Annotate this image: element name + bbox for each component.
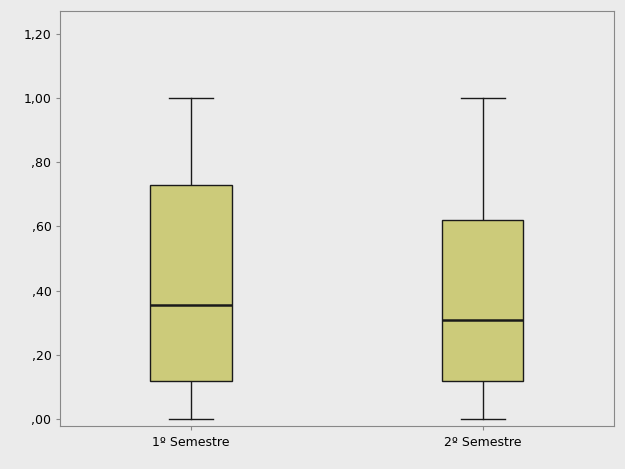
Bar <box>442 220 524 381</box>
Bar <box>150 185 232 381</box>
